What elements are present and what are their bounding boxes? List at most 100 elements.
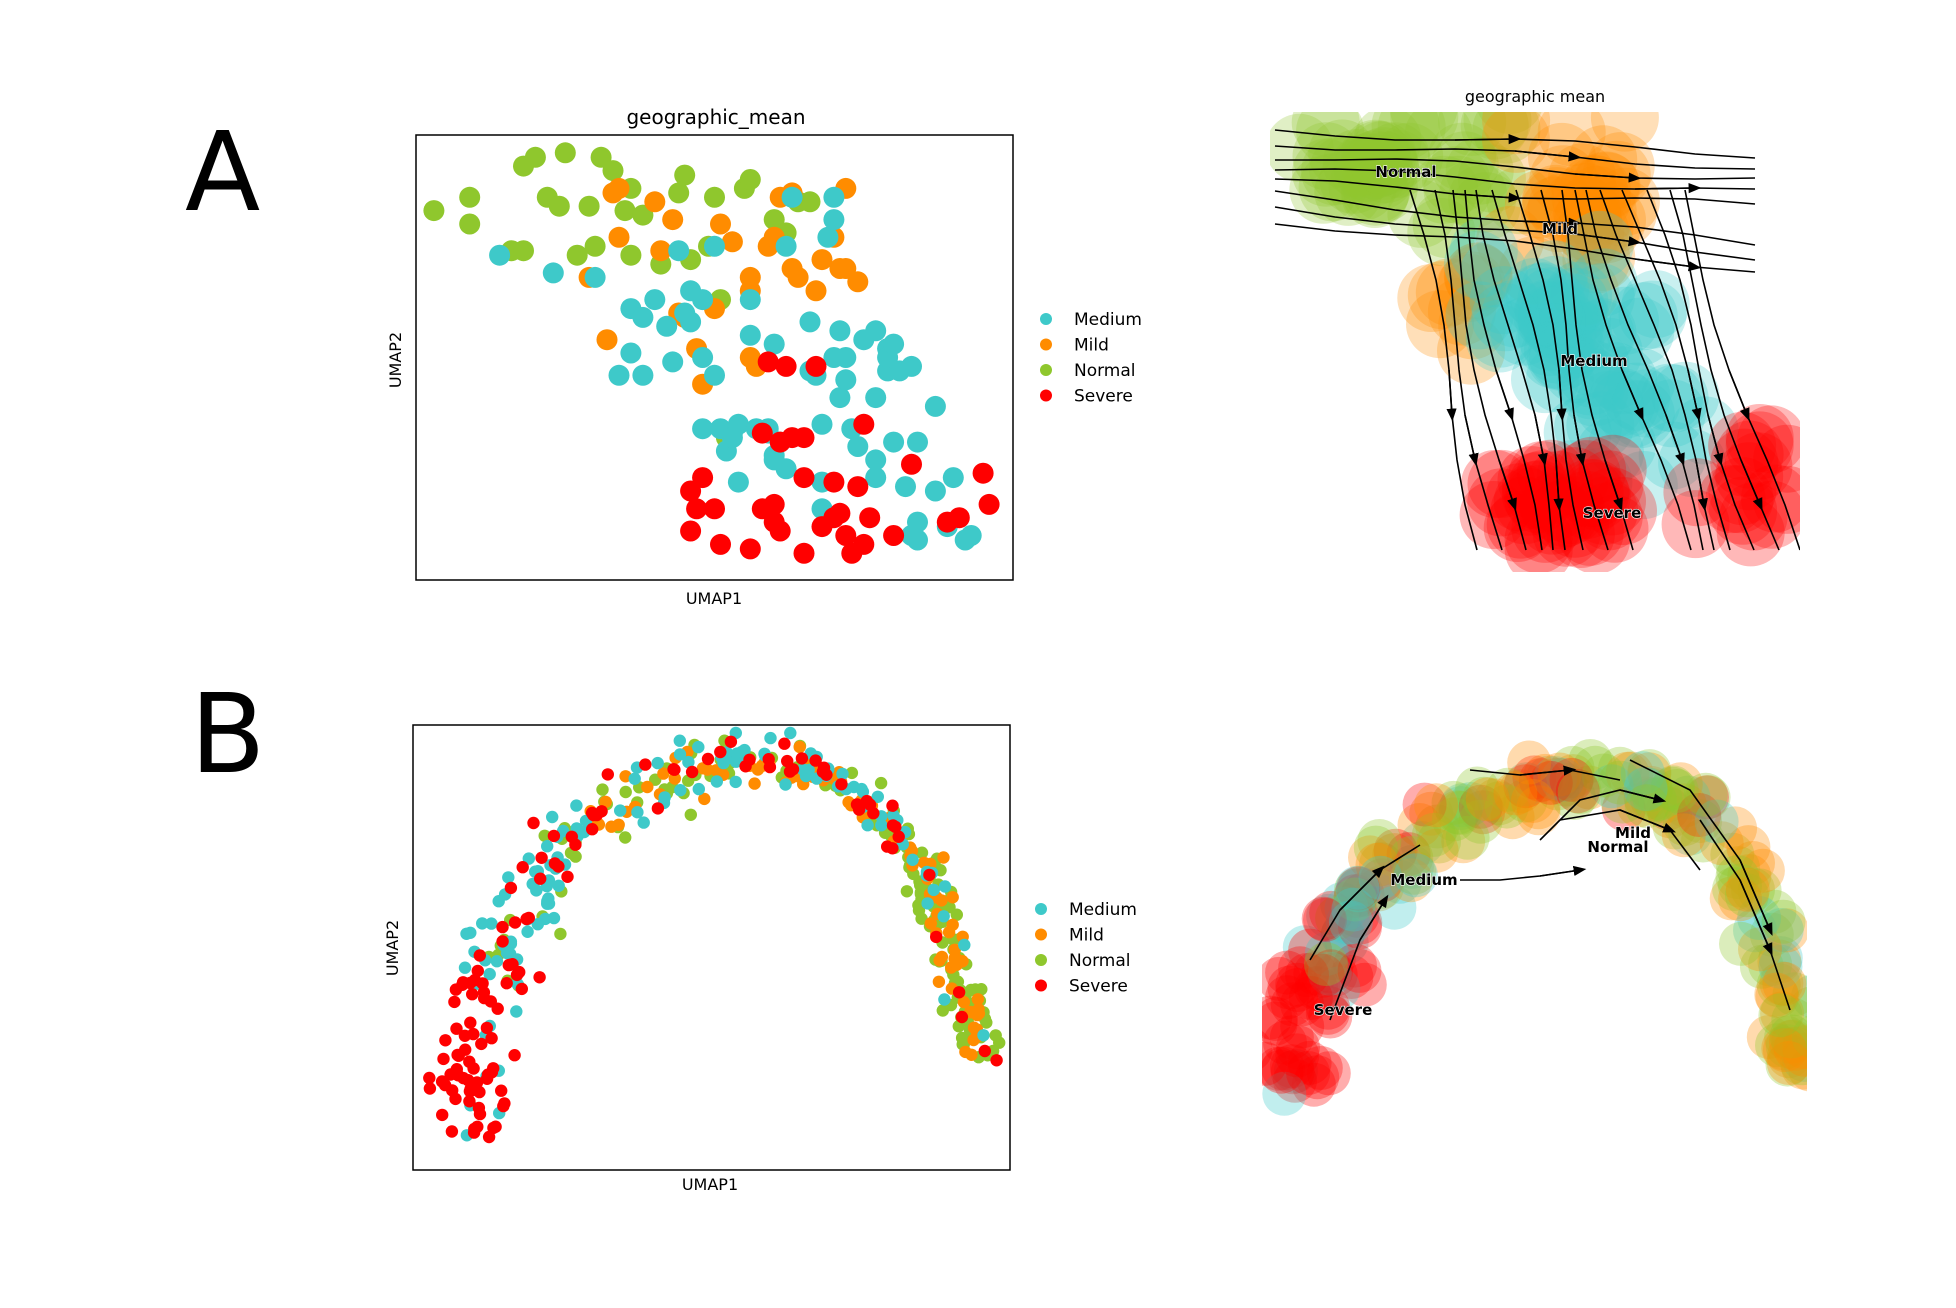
cell-normal <box>1344 129 1413 198</box>
cell-mild <box>1562 155 1631 224</box>
point-mild <box>924 917 937 930</box>
cell-mild <box>1769 1019 1807 1064</box>
point-medium <box>763 333 785 355</box>
cell-severe <box>1333 874 1378 919</box>
cell-severe <box>1303 897 1347 942</box>
cell-normal <box>1322 129 1391 198</box>
cell-normal <box>1739 944 1784 989</box>
plot-a-title: geographic_mean <box>626 105 805 129</box>
cell-normal <box>1301 137 1369 206</box>
point-severe <box>475 1037 488 1051</box>
cell-normal <box>1353 825 1398 870</box>
cell-severe <box>1502 461 1570 530</box>
point-normal <box>619 831 632 844</box>
cell-mild <box>1781 1045 1807 1090</box>
cell-severe <box>1294 966 1339 1011</box>
cell-mild <box>1589 179 1657 247</box>
cell-medium <box>1554 393 1623 462</box>
cell-severe <box>1504 465 1573 534</box>
point-medium <box>927 883 940 897</box>
point-severe <box>793 542 815 564</box>
point-medium <box>521 925 534 938</box>
cell-mild <box>1415 258 1484 327</box>
cell-severe <box>1359 858 1404 903</box>
point-medium <box>871 790 884 803</box>
cell-severe <box>1313 952 1358 997</box>
cell-mild <box>1537 752 1582 797</box>
cell-medium <box>1759 908 1804 952</box>
cell-severe <box>1275 962 1320 1007</box>
cell-severe <box>1467 449 1536 518</box>
cell-severe <box>1262 996 1298 1041</box>
cell-mild <box>1782 1032 1807 1077</box>
cell-medium <box>1336 868 1381 913</box>
point-medium <box>673 748 687 761</box>
point-mild <box>959 1045 972 1059</box>
point-medium <box>938 880 952 893</box>
cell-severe <box>1295 1055 1340 1100</box>
cell-normal <box>1315 896 1360 941</box>
cell-medium <box>1670 396 1739 465</box>
cell-severe <box>1716 498 1785 567</box>
point-mild <box>805 280 827 302</box>
velocity-arrow <box>1534 414 1548 467</box>
point-mild <box>698 792 711 806</box>
point-mild <box>641 780 654 794</box>
cell-medium <box>1517 267 1586 336</box>
cell-mild <box>1397 264 1466 332</box>
cell-severe <box>1578 434 1647 503</box>
point-normal <box>459 213 481 235</box>
velocity-streamline <box>1434 189 1503 551</box>
cell-medium <box>1791 975 1807 1018</box>
cell-medium <box>1526 755 1571 800</box>
cell-severe <box>1262 995 1293 1040</box>
cell-severe <box>1287 1040 1332 1085</box>
cell-medium <box>1304 931 1349 976</box>
point-medium <box>937 910 950 923</box>
cell-medium <box>1666 775 1711 820</box>
cell-severe <box>1338 905 1382 950</box>
point-medium <box>835 369 857 391</box>
stream-a-label-medium: Medium <box>1560 352 1627 370</box>
legend-label-medium: Medium <box>1074 310 1142 330</box>
point-medium <box>823 186 845 208</box>
cell-mild <box>1782 1025 1807 1070</box>
point-mild <box>721 231 743 253</box>
cell-medium <box>1569 248 1638 317</box>
point-severe <box>952 986 966 999</box>
point-medium <box>865 467 887 489</box>
cell-medium <box>1524 282 1593 351</box>
point-medium <box>632 364 654 386</box>
point-severe <box>548 857 562 870</box>
cell-severe <box>1270 1050 1315 1095</box>
point-normal <box>513 240 534 262</box>
cell-normal <box>1477 781 1522 826</box>
cell-normal <box>1289 155 1358 224</box>
cell-medium <box>1438 786 1483 831</box>
point-medium <box>883 333 905 355</box>
velocity-arrow <box>1498 459 1517 512</box>
point-medium <box>556 824 570 838</box>
point-medium <box>547 911 561 925</box>
cell-mild <box>1551 754 1595 799</box>
point-medium <box>796 763 810 776</box>
cell-severe <box>1340 872 1385 917</box>
cell-medium <box>1620 751 1665 796</box>
point-medium <box>829 387 851 409</box>
point-medium <box>614 804 627 817</box>
point-medium <box>502 871 515 884</box>
cell-severe <box>1705 465 1774 534</box>
legend-label-medium: Medium <box>1069 900 1137 920</box>
cell-medium <box>1609 282 1678 351</box>
point-medium <box>907 511 928 533</box>
cell-normal <box>1780 1041 1807 1086</box>
point-severe <box>775 355 797 377</box>
cell-severe <box>1490 476 1559 545</box>
cell-severe <box>1262 1001 1298 1046</box>
point-mild <box>932 975 946 988</box>
cell-mild <box>1552 177 1621 246</box>
cell-normal <box>1392 850 1437 895</box>
cell-normal <box>1716 846 1761 891</box>
point-severe <box>972 462 994 484</box>
cell-mild <box>1407 261 1476 330</box>
